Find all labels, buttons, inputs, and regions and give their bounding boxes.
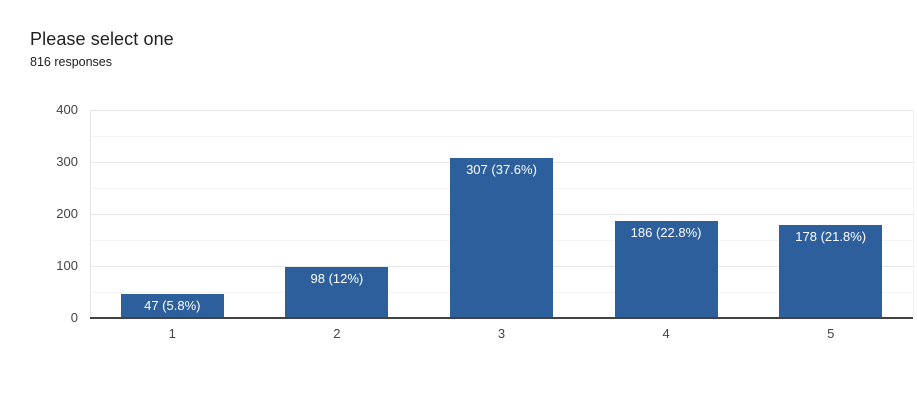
y-axis-tick-label: 200 (56, 206, 78, 221)
response-count: 816 responses (30, 55, 113, 69)
x-axis-tick-label: 2 (333, 326, 341, 341)
gridline-major (90, 110, 913, 111)
bar: 98 (12%) (285, 267, 389, 318)
plot-right-border (913, 110, 914, 318)
bar-value-label: 47 (5.8%) (144, 297, 201, 313)
x-axis-tick-label: 5 (827, 326, 835, 341)
x-axis-line (90, 317, 913, 319)
bar-value-label: 186 (22.8%) (630, 225, 702, 241)
y-axis-tick-label: 400 (56, 102, 78, 117)
y-axis-tick-label: 100 (56, 258, 78, 273)
bar-value-label: 98 (12%) (310, 271, 364, 287)
bar-value-label: 307 (37.6%) (466, 162, 537, 178)
x-axis-tick-label: 4 (662, 326, 670, 341)
x-axis-tick-label: 1 (168, 326, 176, 341)
y-axis-tick-label: 0 (70, 310, 78, 325)
gridline-minor (90, 136, 913, 137)
bar-value-label: 178 (21.8%) (795, 229, 867, 245)
bar: 186 (22.8%) (614, 221, 718, 318)
bar: 47 (5.8%) (120, 293, 224, 318)
bar: 178 (21.8%) (779, 225, 883, 318)
y-axis-tick-label: 300 (56, 154, 78, 169)
bar: 307 (37.6%) (450, 158, 553, 318)
plot-left-border (90, 110, 91, 318)
x-axis-tick-label: 3 (497, 326, 506, 341)
question-title: Please select one (30, 29, 174, 49)
